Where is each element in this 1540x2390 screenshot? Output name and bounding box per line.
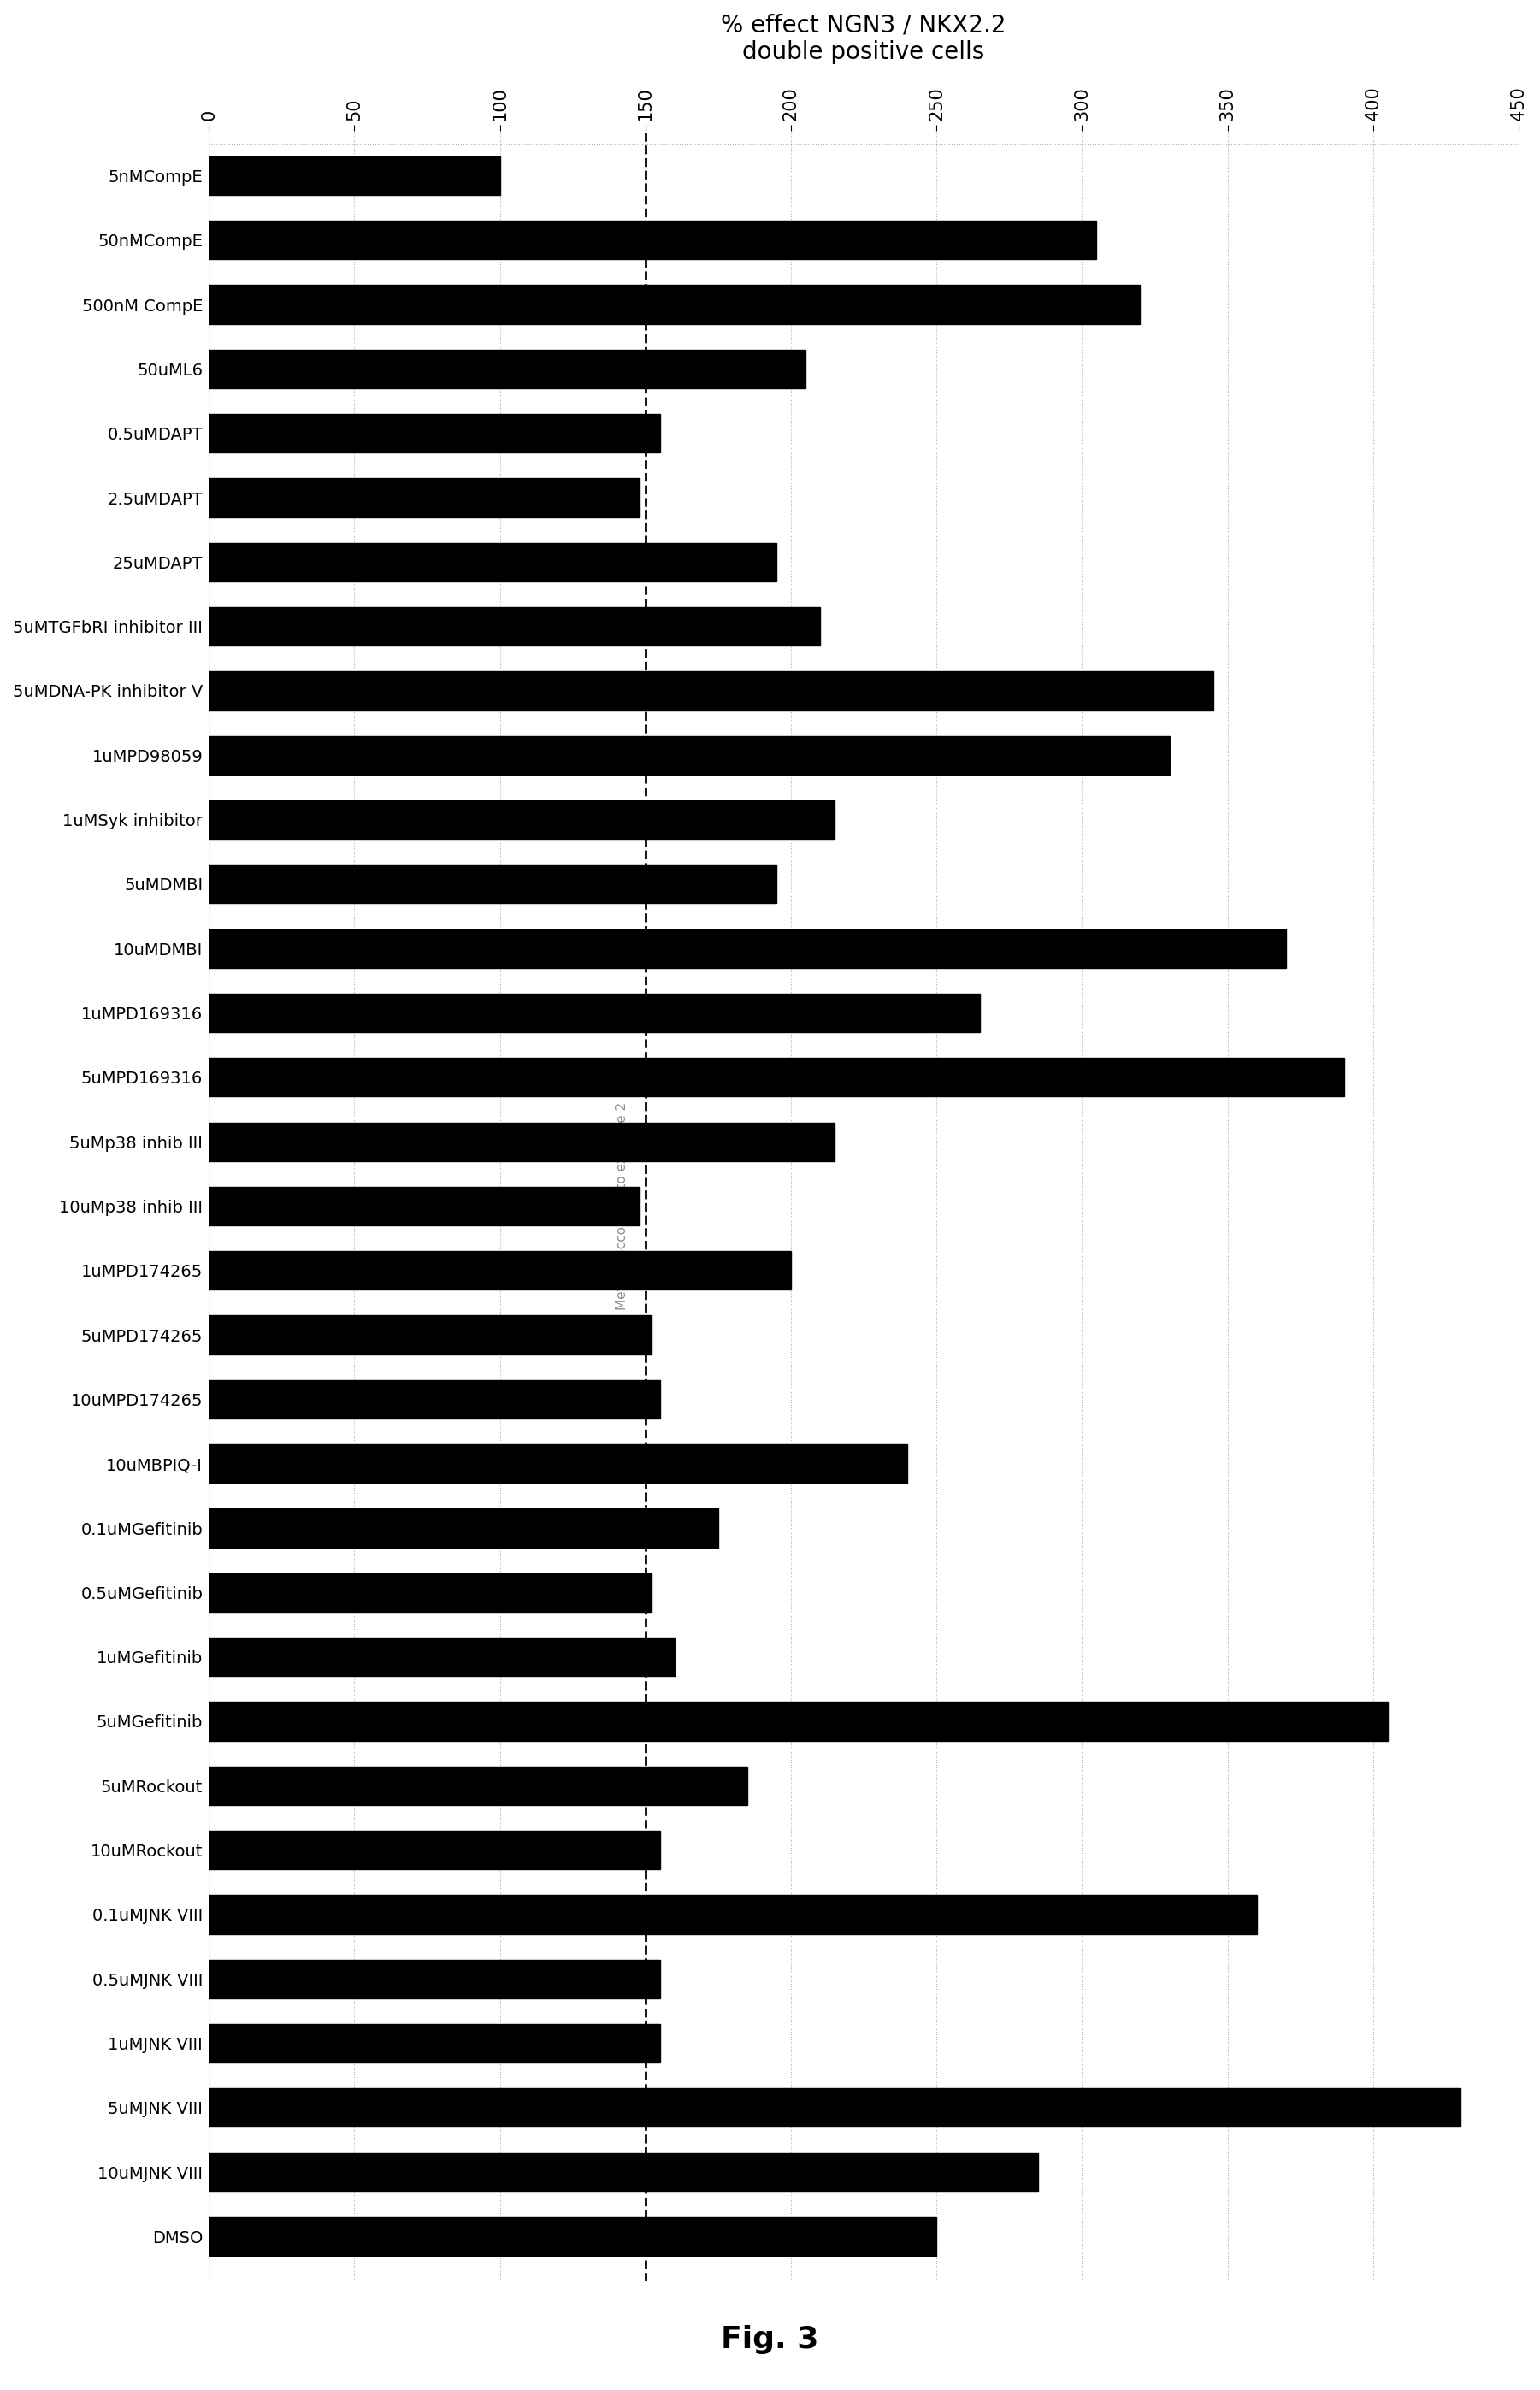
Bar [209,1573,651,1611]
Bar [209,1637,675,1675]
Bar [209,1444,907,1484]
Bar [209,1895,1257,1934]
Bar [209,349,805,387]
Bar [209,736,1169,774]
Bar [209,2153,1038,2192]
Bar [209,1123,835,1162]
Bar [209,1188,639,1226]
Bar [209,1766,747,1804]
Bar [209,994,979,1032]
Bar [209,2024,661,2063]
Bar [209,1960,661,1998]
Bar [209,1252,792,1291]
Bar [209,801,835,839]
Bar [209,413,661,452]
Text: Fig. 3: Fig. 3 [721,2325,819,2354]
Bar [209,1059,1344,1097]
Bar [209,543,776,581]
Bar [209,220,1096,261]
Bar [209,1379,661,1420]
Bar [209,930,1286,968]
Bar [209,1702,1388,1740]
Bar [209,672,1214,710]
Bar [209,2089,1460,2127]
Bar [209,284,1140,323]
Bar [209,1831,661,1869]
Bar [209,2218,936,2256]
Bar [209,478,639,516]
Text: Method according to example 2: Method according to example 2 [616,1102,628,1310]
Bar [209,607,821,645]
Bar [209,865,776,903]
Bar [209,1508,718,1546]
Bar [209,155,501,196]
Title: % effect NGN3 / NKX2.2
double positive cells: % effect NGN3 / NKX2.2 double positive c… [721,12,1006,65]
Bar [209,1315,651,1355]
